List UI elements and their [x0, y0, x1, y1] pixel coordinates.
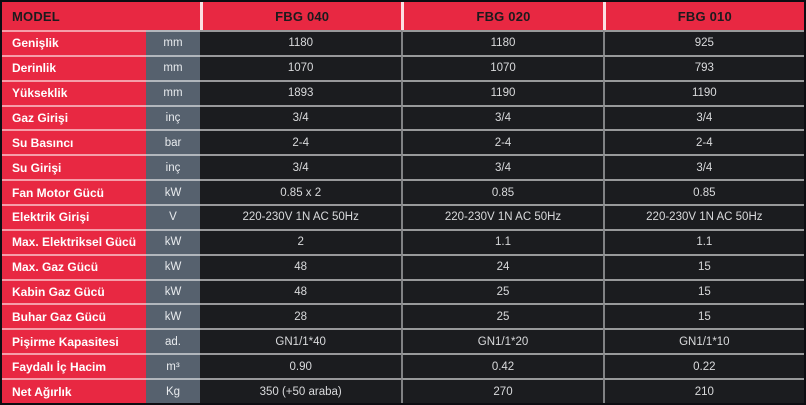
value-cell: 15: [602, 303, 804, 329]
row-label: Elektrik Girişi: [2, 204, 146, 229]
unit-cell: inç: [146, 154, 201, 180]
value-cell: 3/4: [200, 104, 402, 130]
value-cell: 2-4: [401, 129, 603, 155]
table-row: Net Ağırlık Kg 350 (+50 araba) 270 210: [2, 378, 804, 403]
value-cell: 48: [200, 278, 402, 304]
row-label: Kabin Gaz Gücü: [2, 278, 146, 304]
value-cell: 3/4: [602, 104, 804, 130]
value-cell: 220-230V 1N AC 50Hz: [602, 204, 804, 229]
table-row: Max. Elektriksel Gücü kW 2 1.1 1.1: [2, 228, 804, 254]
value-cell: 1180: [200, 30, 402, 55]
value-cell: 1.1: [602, 228, 804, 254]
value-cell: 0.22: [602, 353, 804, 379]
row-label: Yükseklik: [2, 79, 146, 105]
header-row: MODEL FBG 040 FBG 020 FBG 010: [2, 2, 804, 30]
value-cell: 793: [602, 54, 804, 80]
unit-cell: kW: [146, 253, 201, 279]
value-cell: 3/4: [602, 154, 804, 180]
value-cell: 3/4: [200, 154, 402, 180]
value-cell: 0.90: [200, 353, 402, 379]
table-row: Buhar Gaz Gücü kW 28 25 15: [2, 303, 804, 329]
unit-cell: inç: [146, 104, 201, 130]
unit-cell: V: [146, 204, 201, 229]
row-label: Fan Motor Gücü: [2, 179, 146, 205]
value-cell: 3/4: [401, 104, 603, 130]
value-cell: GN1/1*20: [401, 328, 603, 354]
unit-cell: kW: [146, 278, 201, 304]
unit-cell: kW: [146, 228, 201, 254]
value-cell: 0.85: [602, 179, 804, 205]
value-cell: 2-4: [200, 129, 402, 155]
row-label: Derinlik: [2, 54, 146, 80]
column-header-fbg-040: FBG 040: [200, 2, 402, 30]
value-cell: 270: [401, 378, 603, 403]
row-label: Pişirme Kapasitesi: [2, 328, 146, 354]
table-row: Yükseklik mm 1893 1190 1190: [2, 79, 804, 105]
unit-cell: m³: [146, 353, 201, 379]
value-cell: 25: [401, 278, 603, 304]
value-cell: 0.85 x 2: [200, 179, 402, 205]
value-cell: 0.42: [401, 353, 603, 379]
model-header: MODEL: [2, 2, 201, 30]
value-cell: 350 (+50 araba): [200, 378, 402, 403]
value-cell: 2: [200, 228, 402, 254]
row-label: Faydalı İç Hacim: [2, 353, 146, 379]
value-cell: 1190: [602, 79, 804, 105]
value-cell: 1070: [200, 54, 402, 80]
unit-cell: ad.: [146, 328, 201, 354]
unit-cell: bar: [146, 129, 201, 155]
table-row: Su Girişi inç 3/4 3/4 3/4: [2, 154, 804, 180]
value-cell: 1.1: [401, 228, 603, 254]
value-cell: 1893: [200, 79, 402, 105]
value-cell: 28: [200, 303, 402, 329]
value-cell: 1190: [401, 79, 603, 105]
row-label: Genişlik: [2, 30, 146, 55]
table-row: Kabin Gaz Gücü kW 48 25 15: [2, 278, 804, 304]
value-cell: 220-230V 1N AC 50Hz: [401, 204, 603, 229]
row-label: Su Girişi: [2, 154, 146, 180]
row-label: Max. Elektriksel Gücü: [2, 228, 146, 254]
value-cell: 3/4: [401, 154, 603, 180]
column-header-fbg-010: FBG 010: [602, 2, 804, 30]
table-row: Faydalı İç Hacim m³ 0.90 0.42 0.22: [2, 353, 804, 379]
unit-cell: mm: [146, 54, 201, 80]
unit-cell: mm: [146, 79, 201, 105]
unit-cell: kW: [146, 303, 201, 329]
table-row: Elektrik Girişi V 220-230V 1N AC 50Hz 22…: [2, 204, 804, 229]
value-cell: GN1/1*10: [602, 328, 804, 354]
table-row: Derinlik mm 1070 1070 793: [2, 54, 804, 80]
value-cell: 2-4: [602, 129, 804, 155]
table-row: Fan Motor Gücü kW 0.85 x 2 0.85 0.85: [2, 179, 804, 205]
row-label: Max. Gaz Gücü: [2, 253, 146, 279]
value-cell: 210: [602, 378, 804, 403]
value-cell: 25: [401, 303, 603, 329]
value-cell: 1180: [401, 30, 603, 55]
row-label: Net Ağırlık: [2, 378, 146, 403]
value-cell: 0.85: [401, 179, 603, 205]
table-row: Pişirme Kapasitesi ad. GN1/1*40 GN1/1*20…: [2, 328, 804, 354]
row-label: Su Basıncı: [2, 129, 146, 155]
value-cell: 24: [401, 253, 603, 279]
column-header-fbg-020: FBG 020: [401, 2, 603, 30]
row-label: Gaz Girişi: [2, 104, 146, 130]
unit-cell: kW: [146, 179, 201, 205]
value-cell: 15: [602, 253, 804, 279]
value-cell: 220-230V 1N AC 50Hz: [200, 204, 402, 229]
value-cell: 925: [602, 30, 804, 55]
unit-cell: mm: [146, 30, 201, 55]
value-cell: GN1/1*40: [200, 328, 402, 354]
table-row: Su Basıncı bar 2-4 2-4 2-4: [2, 129, 804, 155]
value-cell: 15: [602, 278, 804, 304]
unit-cell: Kg: [146, 378, 201, 403]
row-label: Buhar Gaz Gücü: [2, 303, 146, 329]
value-cell: 1070: [401, 54, 603, 80]
table-row: Gaz Girişi inç 3/4 3/4 3/4: [2, 104, 804, 130]
value-cell: 48: [200, 253, 402, 279]
table-row: Max. Gaz Gücü kW 48 24 15: [2, 253, 804, 279]
table-row: Genişlik mm 1180 1180 925: [2, 30, 804, 55]
